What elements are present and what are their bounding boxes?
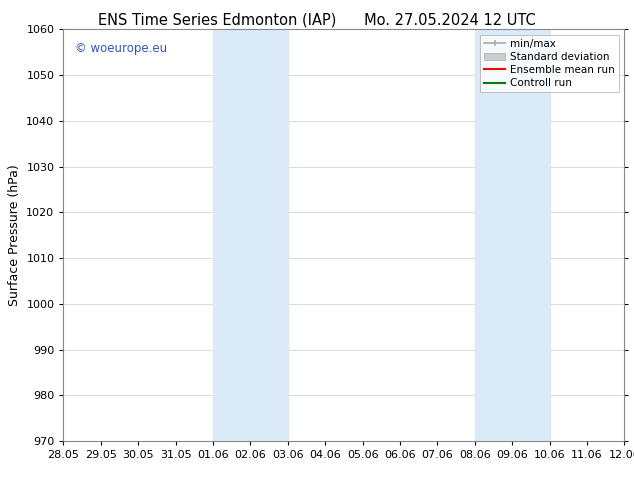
- Y-axis label: Surface Pressure (hPa): Surface Pressure (hPa): [8, 164, 21, 306]
- Text: © woeurope.eu: © woeurope.eu: [75, 42, 167, 55]
- Legend: min/max, Standard deviation, Ensemble mean run, Controll run: min/max, Standard deviation, Ensemble me…: [480, 35, 619, 92]
- Bar: [213, 29, 288, 441]
- Text: ENS Time Series Edmonton (IAP)      Mo. 27.05.2024 12 UTC: ENS Time Series Edmonton (IAP) Mo. 27.05…: [98, 12, 536, 27]
- Bar: [475, 29, 550, 441]
